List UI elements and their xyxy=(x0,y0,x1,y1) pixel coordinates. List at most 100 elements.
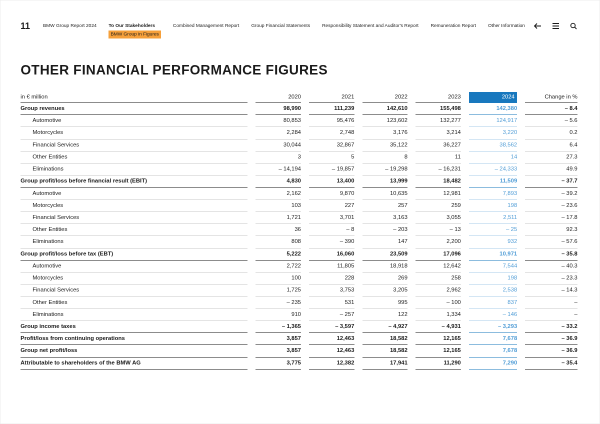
menu-icon[interactable] xyxy=(552,22,560,30)
back-arrow-icon[interactable] xyxy=(533,22,542,30)
cell-2024: 10,971 xyxy=(461,248,518,261)
cell-change: – 39.2 xyxy=(517,188,578,200)
cell-change: – xyxy=(517,309,578,321)
page-title: OTHER FINANCIAL PERFORMANCE FIGURES xyxy=(20,62,328,78)
cell-change: – 40.3 xyxy=(517,260,578,273)
cell-2022: – 4,927 xyxy=(354,321,408,334)
cell-2021: 16,060 xyxy=(301,248,355,261)
cell-2022: 142,610 xyxy=(354,103,408,116)
nav-item-5[interactable]: Remuneration Report xyxy=(431,23,476,38)
cell-change: 27.3 xyxy=(517,151,578,164)
cell-2023: – 4,931 xyxy=(408,321,461,334)
cell-2024: – 24,333 xyxy=(461,164,518,176)
nav-item-2[interactable]: Combined Management Report xyxy=(173,23,239,38)
cell-2023: 155,498 xyxy=(408,103,461,116)
table-unit-label: in € million xyxy=(20,92,248,103)
nav-item-6[interactable]: Other Information xyxy=(488,23,525,38)
table-row: Attributable to shareholders of the BMW … xyxy=(20,357,578,370)
cell-2022: 257 xyxy=(354,200,408,212)
cell-2024: 198 xyxy=(461,200,518,212)
cell-2020: 80,853 xyxy=(248,115,301,128)
cell-2020: 100 xyxy=(248,273,301,285)
cell-2023: – 13 xyxy=(408,224,461,237)
cell-2020: 1,725 xyxy=(248,285,301,297)
cell-2023: 2,200 xyxy=(408,236,461,249)
report-nav: BMW Group Report 2024 To Our Stakeholders… xyxy=(43,23,525,39)
cell-change: – 37.7 xyxy=(517,176,578,188)
cell-2020: 3,857 xyxy=(248,333,301,346)
year-header-2023: 2023 xyxy=(408,92,461,103)
cell-2023: – 16,231 xyxy=(408,164,461,176)
cell-2020: 98,990 xyxy=(248,103,301,116)
cell-2024: – 3,293 xyxy=(461,321,518,334)
cell-2024: 3,220 xyxy=(461,127,518,140)
cell-2021: 32,867 xyxy=(301,139,355,152)
cell-2023: – 100 xyxy=(408,297,461,309)
nav-item-label: Other Information xyxy=(487,23,525,29)
cell-label: Automotive xyxy=(20,115,248,128)
cell-change: – 17.8 xyxy=(517,212,578,225)
search-icon[interactable] xyxy=(570,22,578,30)
cell-2020: – 235 xyxy=(248,297,301,309)
cell-2022: 18,918 xyxy=(354,260,408,273)
cell-2024: 837 xyxy=(461,297,518,309)
cell-change: 92.3 xyxy=(517,224,578,237)
cell-label: Eliminations xyxy=(20,309,248,321)
nav-sub-item[interactable]: BMW Group in Figures xyxy=(108,30,161,39)
cell-2020: 3 xyxy=(248,151,301,164)
page-number: 11 xyxy=(20,21,31,31)
cell-2021: 5 xyxy=(301,151,355,164)
cell-2021: 13,400 xyxy=(301,176,355,188)
cell-2023: 12,165 xyxy=(408,333,461,346)
cell-change: – 14.3 xyxy=(517,285,578,297)
cell-change: 0.2 xyxy=(517,127,578,140)
nav-item-4[interactable]: Responsibility Statement and Auditor's R… xyxy=(322,23,418,38)
cell-2024: 7,678 xyxy=(461,345,518,358)
cell-label: Group profit/loss before tax (EBT) xyxy=(20,248,248,261)
cell-2021: 3,701 xyxy=(301,212,355,225)
table-header-row: in € million 2020 2021 2022 2023 2024 Change i… xyxy=(20,91,578,103)
change-header: Change in % xyxy=(517,92,578,103)
table-row: Financial Services 30,044 32,867 35,122 36,2… xyxy=(20,139,578,152)
table-row: Eliminations 910– 257 122 1,334– 146– xyxy=(20,309,578,321)
cell-2020: 5,222 xyxy=(248,248,301,261)
cell-label: Motorcycles xyxy=(20,200,248,212)
table-row: Motorcycles 2,284 2,748 3,176 3,214 3,220 0.2 xyxy=(20,127,578,140)
cell-2023: 1,334 xyxy=(408,309,461,321)
nav-item-3[interactable]: Group Financial Statements xyxy=(251,23,310,38)
cell-2023: 36,227 xyxy=(408,139,461,152)
cell-2022: 23,509 xyxy=(354,248,408,261)
cell-2020: 808 xyxy=(248,236,301,249)
cell-2024: 2,511 xyxy=(461,212,518,225)
cell-2024: 142,380 xyxy=(461,103,518,116)
cell-2022: 10,635 xyxy=(354,188,408,200)
top-navigation-bar: 11 BMW Group Report 2024 To Our Stakehold… xyxy=(1,1,600,39)
nav-item-1[interactable]: To Our Stakeholders BMW Group in Figures xyxy=(108,23,161,39)
table-row: Eliminations 808– 390 147 2,200 932– 57.6 xyxy=(20,236,578,249)
cell-2021: 12,463 xyxy=(301,333,355,346)
cell-2024: 7,544 xyxy=(461,260,518,273)
cell-change: – 57.6 xyxy=(517,236,578,249)
cell-change: – 5.6 xyxy=(517,115,578,128)
cell-change: 6.4 xyxy=(517,139,578,152)
cell-2024: 7,893 xyxy=(461,188,518,200)
toolbar-icons xyxy=(533,22,578,30)
table-row: Group revenues 98,990 111,239 142,610 155,49… xyxy=(20,103,578,116)
cell-2020: 2,284 xyxy=(248,127,301,140)
cell-2022: 269 xyxy=(354,273,408,285)
cell-label: Automotive xyxy=(20,260,248,273)
cell-2020: 910 xyxy=(248,309,301,321)
cell-2020: 3,857 xyxy=(248,345,301,358)
cell-label: Attributable to shareholders of the BMW … xyxy=(20,357,248,370)
cell-2022: 3,176 xyxy=(354,127,408,140)
cell-2020: 36 xyxy=(248,224,301,237)
cell-2021: – 19,857 xyxy=(301,164,355,176)
cell-2021: 12,382 xyxy=(301,357,355,370)
nav-item-label: Responsibility Statement and Auditor's R… xyxy=(322,23,419,29)
cell-2023: 258 xyxy=(408,273,461,285)
cell-2022: 3,163 xyxy=(354,212,408,225)
cell-2020: 103 xyxy=(248,200,301,212)
nav-item-0[interactable]: BMW Group Report 2024 xyxy=(43,23,97,38)
nav-item-label: To Our Stakeholders xyxy=(108,23,155,29)
